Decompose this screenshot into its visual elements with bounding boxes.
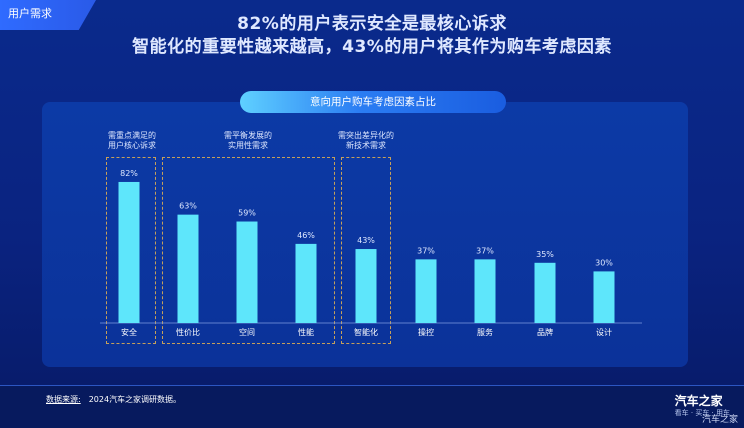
group-label-practical-line1: 需平衡发展的 [224, 131, 272, 140]
group-label-tech-line1: 需突出差异化的 [338, 131, 394, 140]
watermark: 汽车之家 [701, 415, 738, 425]
logo-name: 汽车之家 [674, 394, 723, 408]
headline-line-2: 智能化的重要性越来越高，43%的用户将其作为购车考虑因素 [132, 37, 612, 57]
value-label-1: 63% [179, 202, 197, 211]
value-label-6: 37% [476, 246, 494, 255]
logo-subtitle: 看车 · 买车 · 用车 [674, 409, 730, 417]
value-label-2: 59% [238, 209, 256, 218]
brand-logo: 汽车之家 看车 · 买车 · 用车 [675, 394, 730, 418]
bar-6 [474, 259, 496, 323]
value-label-4: 43% [357, 236, 375, 245]
category-label-2: 空间 [239, 327, 255, 337]
source-text: 2024汽车之家调研数据。 [88, 395, 182, 404]
bar-3 [295, 243, 317, 323]
group-label-practical-line2: 实用性需求 [228, 141, 268, 150]
bar-7 [534, 262, 556, 323]
value-label-8: 30% [595, 258, 613, 267]
group-label-core: 需重点满足的 用户核心诉求 [96, 131, 168, 151]
category-label-0: 安全 [121, 327, 137, 337]
value-label-3: 46% [297, 231, 315, 240]
group-box-core [106, 157, 156, 344]
bar-8 [593, 271, 615, 323]
chart-title: 意向用户购车考虑因素占比 [240, 91, 506, 113]
bar-4 [355, 249, 377, 323]
group-label-practical: 需平衡发展的 实用性需求 [212, 131, 284, 151]
category-label-7: 品牌 [537, 327, 553, 337]
footer [0, 385, 744, 428]
group-label-core-line2: 用户核心诉求 [108, 141, 156, 150]
value-label-7: 35% [536, 250, 554, 259]
category-label-4: 智能化 [354, 327, 378, 337]
data-source: 数据来源: 2024汽车之家调研数据。 [46, 394, 181, 405]
source-label: 数据来源: [46, 395, 81, 404]
bar-0 [118, 181, 140, 323]
category-label-3: 性能 [298, 327, 314, 337]
headline: 82%的用户表示安全是最核心诉求 智能化的重要性越来越高，43%的用户将其作为购… [0, 13, 744, 59]
group-box-tech [341, 157, 391, 344]
bar-1 [177, 214, 199, 323]
category-label-5: 操控 [418, 327, 434, 337]
value-label-0: 82% [120, 169, 138, 178]
category-label-1: 性价比 [176, 327, 200, 337]
footer-divider [0, 385, 744, 386]
group-label-core-line1: 需重点满足的 [108, 131, 156, 140]
category-label-6: 服务 [477, 327, 493, 337]
group-box-practical [162, 157, 335, 344]
bar-2 [236, 221, 258, 323]
group-label-tech-line2: 新技术需求 [346, 141, 386, 150]
category-label-8: 设计 [596, 327, 612, 337]
section-tag: 用户需求 [0, 0, 96, 30]
bar-5 [415, 259, 437, 323]
headline-line-1: 82%的用户表示安全是最核心诉求 [237, 14, 507, 34]
value-label-5: 37% [417, 246, 435, 255]
group-label-tech: 需突出差异化的 新技术需求 [330, 131, 402, 151]
